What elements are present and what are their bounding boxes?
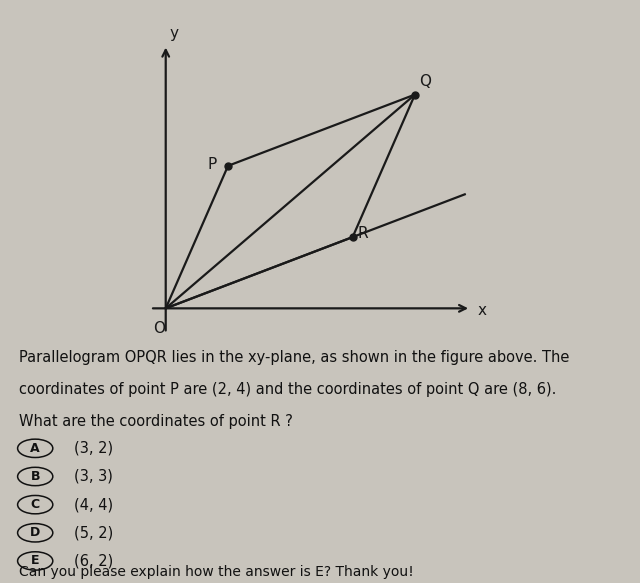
Text: R: R (357, 226, 368, 241)
Text: A: A (30, 442, 40, 455)
Point (223, 161, 233, 170)
Text: P: P (208, 157, 217, 171)
Text: (6, 2): (6, 2) (74, 553, 113, 568)
Text: x: x (477, 303, 486, 318)
Text: (4, 4): (4, 4) (74, 497, 113, 512)
Text: What are the coordinates of point R ?: What are the coordinates of point R ? (19, 414, 293, 429)
Text: (3, 2): (3, 2) (74, 441, 113, 456)
Text: (3, 3): (3, 3) (74, 469, 113, 484)
Text: Can you please explain how the answer is E? Thank you!: Can you please explain how the answer is… (19, 566, 414, 580)
Text: Q: Q (420, 74, 431, 89)
Text: coordinates of point P are (2, 4) and the coordinates of point Q are (8, 6).: coordinates of point P are (2, 4) and th… (19, 382, 557, 397)
Text: Parallelogram OPQR lies in the xy-plane, as shown in the figure above. The: Parallelogram OPQR lies in the xy-plane,… (19, 350, 570, 366)
Text: C: C (31, 498, 40, 511)
Text: y: y (170, 26, 179, 41)
Text: B: B (31, 470, 40, 483)
Text: E: E (31, 554, 40, 567)
Text: O: O (153, 321, 165, 336)
Point (410, 90, 420, 99)
Text: (5, 2): (5, 2) (74, 525, 113, 540)
Text: D: D (30, 526, 40, 539)
Point (348, 233, 358, 242)
